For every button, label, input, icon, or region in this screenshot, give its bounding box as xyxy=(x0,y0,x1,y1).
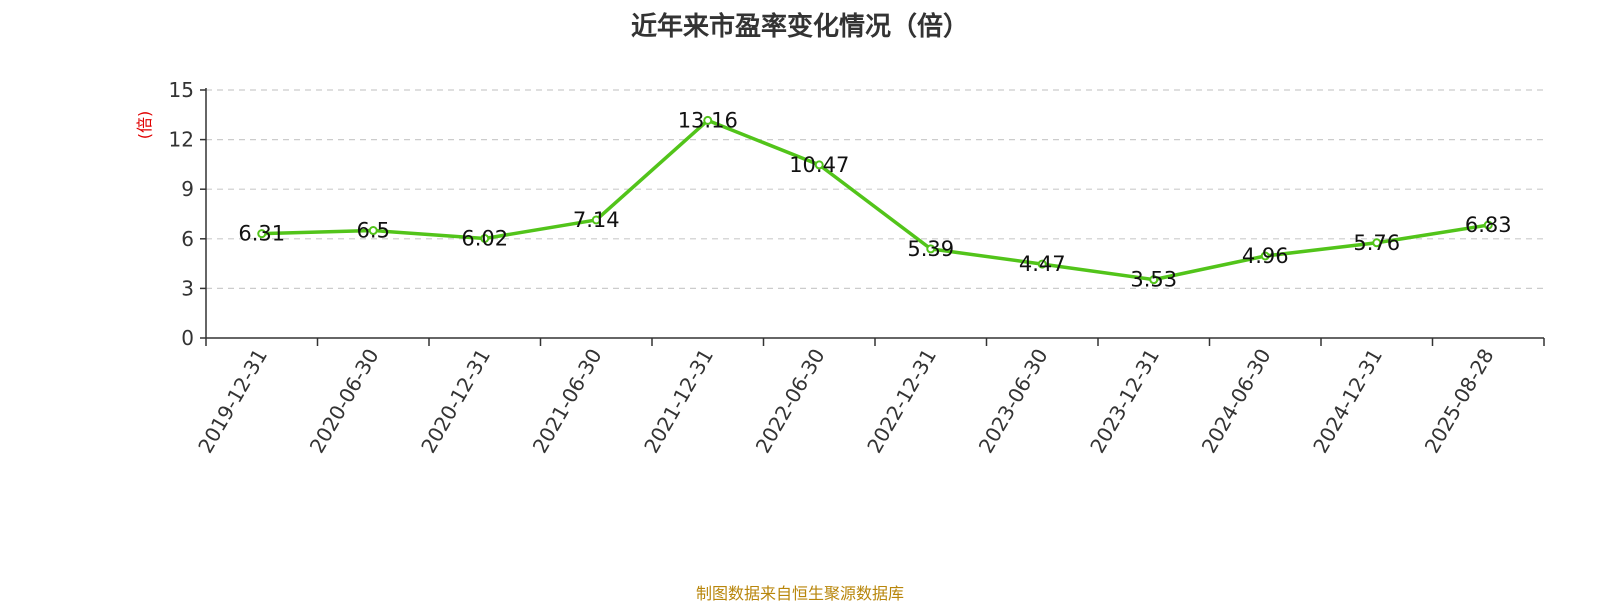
data-point[interactable] xyxy=(1372,238,1382,248)
x-tick-label: 2020-06-30 xyxy=(305,345,384,458)
x-tick-label: 2021-12-31 xyxy=(639,345,718,458)
data-point[interactable] xyxy=(1483,220,1493,230)
data-label: 6.02 xyxy=(461,226,508,250)
x-tick-label: 2025-08-28 xyxy=(1420,345,1499,458)
x-tick-label: 2019-12-31 xyxy=(193,345,272,458)
data-point[interactable] xyxy=(368,226,378,236)
y-tick-label: 6 xyxy=(181,227,194,251)
data-point[interactable] xyxy=(591,215,601,225)
data-label: 7.14 xyxy=(573,208,620,232)
series-line xyxy=(261,118,1489,282)
data-point[interactable] xyxy=(480,233,490,243)
data-label: 4.47 xyxy=(1019,252,1066,276)
x-tick-label: 2022-12-31 xyxy=(862,345,941,458)
y-tick-label: 0 xyxy=(181,326,194,350)
data-label: 6.31 xyxy=(238,222,285,246)
x-tick-label: 2023-12-31 xyxy=(1085,345,1164,458)
x-tick-label: 2024-06-30 xyxy=(1197,345,1276,458)
y-axis-label: (倍) xyxy=(135,111,154,140)
data-point[interactable] xyxy=(1149,275,1159,285)
data-point[interactable] xyxy=(814,160,824,170)
x-tick-label: 2020-12-31 xyxy=(416,345,495,458)
data-point[interactable] xyxy=(1260,251,1270,261)
y-tick-label: 12 xyxy=(169,128,194,152)
x-tick-label: 2024-12-31 xyxy=(1308,345,1387,458)
data-label: 13.16 xyxy=(678,108,738,132)
y-tick-label: 15 xyxy=(169,78,194,102)
data-point[interactable] xyxy=(703,115,713,125)
source-note: 制图数据来自恒生聚源数据库 xyxy=(695,584,904,603)
x-tick-label: 2021-06-30 xyxy=(528,345,607,458)
data-point[interactable] xyxy=(257,229,267,239)
x-tick-label: 2023-06-30 xyxy=(974,345,1053,458)
data-label: 6.5 xyxy=(357,219,390,243)
y-tick-label: 3 xyxy=(181,276,194,300)
x-tick-label: 2022-06-30 xyxy=(751,345,830,458)
data-label: 5.76 xyxy=(1353,231,1400,255)
data-label: 4.96 xyxy=(1242,244,1289,268)
y-tick-label: 9 xyxy=(181,177,194,201)
data-label: 10.47 xyxy=(789,153,849,177)
data-point[interactable] xyxy=(926,244,936,254)
data-label: 5.39 xyxy=(907,237,954,261)
data-label: 3.53 xyxy=(1130,268,1177,292)
data-point[interactable] xyxy=(1037,259,1047,269)
data-label: 6.83 xyxy=(1465,213,1512,237)
chart-title: 近年来市盈率变化情况（倍） xyxy=(630,12,969,42)
